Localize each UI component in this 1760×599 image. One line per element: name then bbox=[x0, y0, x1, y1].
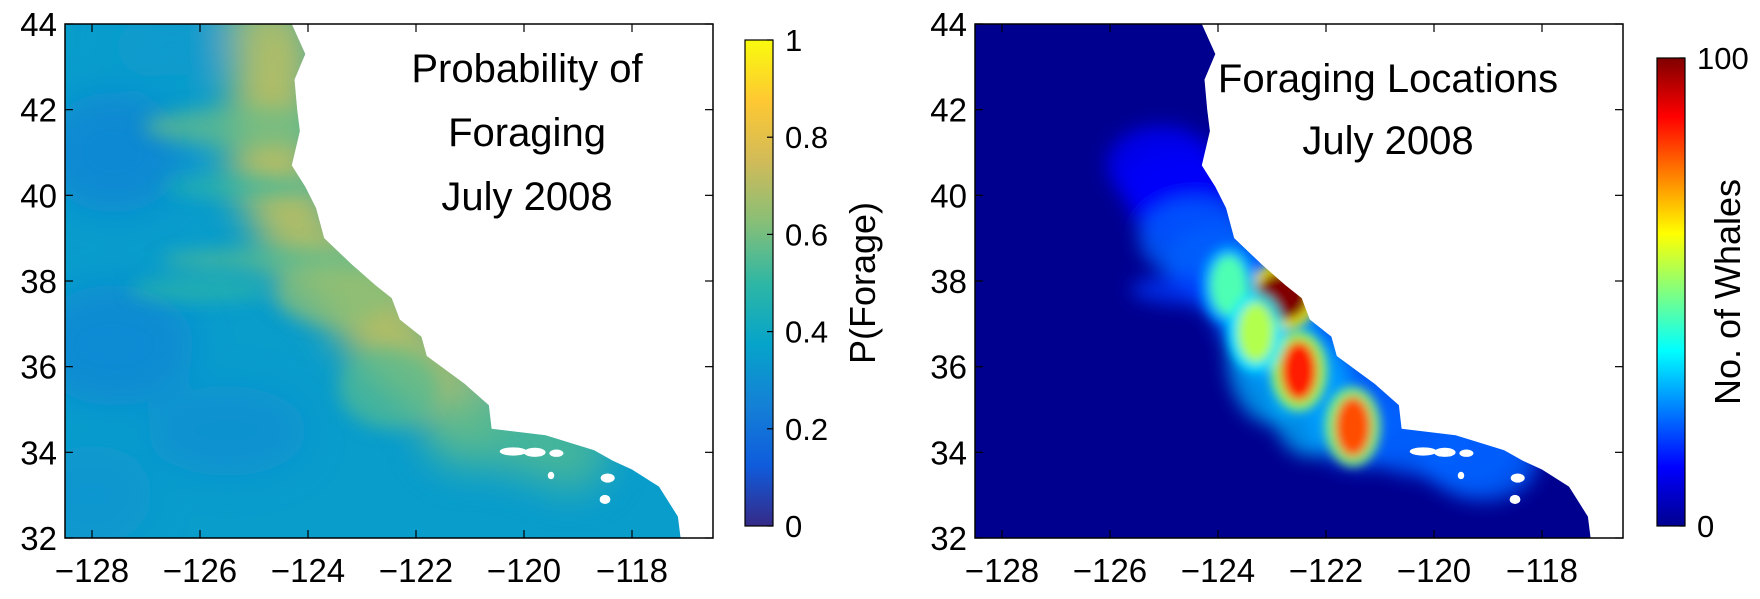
colorbar-tick-label: 0.4 bbox=[785, 315, 828, 350]
x-tick-label: −128 bbox=[965, 552, 1039, 589]
x-tick-label: −118 bbox=[596, 552, 668, 589]
colorbar-tick-label: 0.8 bbox=[785, 120, 828, 155]
x-tick-label: −120 bbox=[1397, 552, 1471, 589]
colorbar-ticks: 0 100 bbox=[1679, 41, 1749, 544]
x-tick-label: −124 bbox=[271, 552, 345, 589]
colorbar-tick-label: 0 bbox=[785, 509, 802, 544]
probability-panel: −128 −126 −124 −122 −120 −118 32 34 36 38 40 42 44 P… bbox=[20, 6, 883, 589]
hotspot bbox=[1237, 302, 1274, 363]
x-tick-label: −124 bbox=[1181, 552, 1255, 589]
y-tick-label: 32 bbox=[930, 520, 967, 557]
y-tick-label: 34 bbox=[20, 434, 57, 471]
x-tick-label: −126 bbox=[1073, 552, 1147, 589]
y-tick-label: 44 bbox=[930, 6, 967, 43]
colorbar-probability: 0 0.2 0.4 0.6 0.8 1 P(Forage) bbox=[744, 23, 883, 544]
title-line-1: Probability of bbox=[411, 47, 643, 91]
colorbar-tick-label: 0.2 bbox=[785, 412, 828, 447]
land-mask bbox=[1201, 24, 1623, 538]
colorbar-fill bbox=[1656, 57, 1686, 527]
x-tick-label: −128 bbox=[55, 552, 129, 589]
land-mask bbox=[291, 24, 713, 538]
title-line-3: July 2008 bbox=[441, 175, 612, 219]
hotspot bbox=[1281, 340, 1317, 401]
channel-islands bbox=[499, 447, 615, 505]
y-tick-label: 36 bbox=[20, 349, 57, 386]
title-line-1: Foraging Locations bbox=[1218, 57, 1558, 101]
y-tick-label: 42 bbox=[930, 92, 967, 129]
colorbar-tick-label: 0.6 bbox=[785, 217, 828, 252]
title-line-2: Foraging bbox=[448, 111, 606, 155]
y-tick-label: 36 bbox=[930, 349, 967, 386]
y-tick-label: 44 bbox=[20, 6, 57, 43]
x-tick-label: −126 bbox=[163, 552, 237, 589]
hotspot bbox=[1210, 255, 1247, 316]
x-tick-label: −120 bbox=[487, 552, 561, 589]
colorbar-whales: 0 100 No. of Whales bbox=[1656, 41, 1749, 544]
x-tick-label: −122 bbox=[1289, 552, 1363, 589]
y-tick-label: 42 bbox=[20, 92, 57, 129]
colorbar-tick-label: 100 bbox=[1697, 41, 1749, 76]
panel-title: Foraging Locations July 2008 bbox=[1218, 57, 1558, 163]
colorbar-tick-label: 0 bbox=[1697, 509, 1714, 544]
channel-islands bbox=[1409, 447, 1525, 505]
y-tick-label: 40 bbox=[20, 177, 57, 214]
y-tick-label: 38 bbox=[930, 263, 967, 300]
colorbar-tick-label: 1 bbox=[785, 23, 802, 58]
x-tick-label: −118 bbox=[1506, 552, 1578, 589]
colorbar-label: P(Forage) bbox=[842, 202, 883, 364]
x-tick-label: −122 bbox=[379, 552, 453, 589]
colorbar-label: No. of Whales bbox=[1707, 179, 1748, 405]
title-line-2: July 2008 bbox=[1302, 119, 1473, 163]
colorbar-fill bbox=[744, 39, 774, 527]
foraging-locations-panel: −128 −126 −124 −122 −120 −118 32 34 36 38 40 42 44 F… bbox=[930, 6, 1748, 589]
y-tick-label: 34 bbox=[930, 434, 967, 471]
axis-ticks: −128 −126 −124 −122 −120 −118 32 34 36 38 40 42 44 bbox=[20, 6, 713, 589]
axis-ticks: −128 −126 −124 −122 −120 −118 32 34 36 38 40 42 44 bbox=[930, 6, 1623, 589]
panel-title: Probability of Foraging July 2008 bbox=[411, 47, 643, 219]
colorbar-ticks: 0 0.2 0.4 0.6 0.8 1 bbox=[767, 23, 828, 544]
whale-density bbox=[1106, 125, 1539, 501]
y-tick-label: 32 bbox=[20, 520, 57, 557]
y-tick-label: 40 bbox=[930, 177, 967, 214]
y-tick-label: 38 bbox=[20, 263, 57, 300]
hotspot bbox=[1335, 396, 1371, 457]
